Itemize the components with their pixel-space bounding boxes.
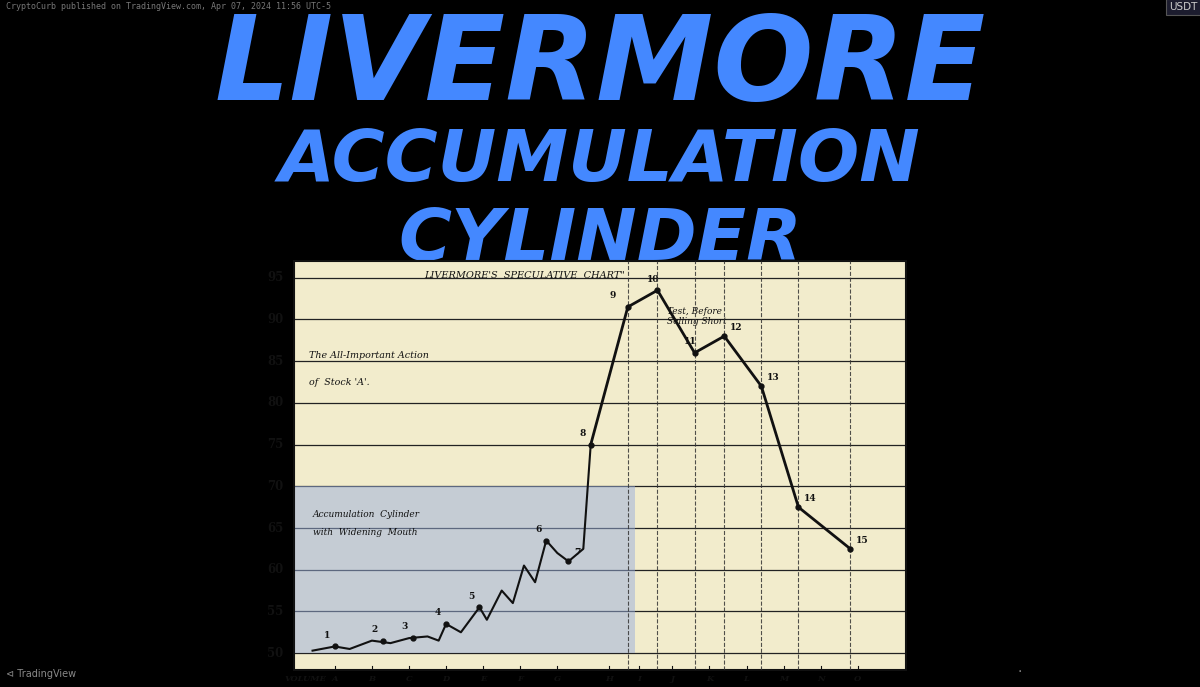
Text: 13: 13 [767,373,780,382]
Text: 80: 80 [268,396,283,409]
Text: 8: 8 [580,429,586,438]
Text: ⊲ TradingView: ⊲ TradingView [6,668,76,679]
Text: 15: 15 [856,536,869,545]
Text: D: D [443,675,450,683]
Text: 90: 90 [268,313,283,326]
Text: 2: 2 [372,625,378,634]
Text: 95: 95 [268,271,283,284]
Text: A: A [331,675,338,683]
Text: I: I [637,675,641,683]
Text: 5: 5 [468,592,474,600]
Text: with  Widening  Mouth: with Widening Mouth [312,528,418,537]
Text: The All-Important Action: The All-Important Action [308,351,428,360]
Text: 85: 85 [268,354,283,368]
Text: 7: 7 [574,548,581,557]
Text: N: N [817,675,824,683]
Text: J: J [671,675,674,683]
Text: 1: 1 [324,631,330,640]
Text: 6: 6 [535,525,541,534]
Text: CryptoCurb published on TradingView.com, Apr 07, 2024 11:56 UTC-5: CryptoCurb published on TradingView.com,… [6,2,331,11]
Text: LIVERMORE'S  SPECULATIVE  CHART": LIVERMORE'S SPECULATIVE CHART" [424,271,625,280]
Text: 60: 60 [268,563,283,576]
Text: 11: 11 [684,337,696,346]
Text: Test, Before
Selling Short: Test, Before Selling Short [667,307,726,326]
Text: 4: 4 [434,608,442,617]
Bar [294,486,590,653]
Bar [590,486,635,653]
Text: 9: 9 [610,291,616,300]
Text: of  Stock 'A'.: of Stock 'A'. [308,378,370,387]
Text: .: . [1018,661,1022,675]
Text: O: O [854,675,862,683]
Text: 55: 55 [268,605,283,618]
Text: L: L [744,675,750,683]
Text: VOLUME: VOLUME [284,675,326,683]
Text: LIVERMORE: LIVERMORE [215,10,985,125]
Text: USDT: USDT [1169,2,1198,12]
Text: 10: 10 [647,275,659,284]
Text: 70: 70 [268,480,283,493]
Text: 14: 14 [804,494,817,503]
Text: E: E [480,675,486,683]
Text: CYLINDER: CYLINDER [398,206,802,275]
Text: 12: 12 [730,323,743,332]
Text: F: F [517,675,523,683]
Text: ACCUMULATION: ACCUMULATION [280,127,920,196]
Text: B: B [368,675,376,683]
Text: K: K [706,675,713,683]
Text: 3: 3 [402,622,408,631]
Text: M: M [779,675,788,683]
Text: H: H [605,675,613,683]
Text: 75: 75 [268,438,283,451]
Text: 50: 50 [268,646,283,660]
Text: 65: 65 [268,521,283,534]
Text: Accumulation  Cylinder: Accumulation Cylinder [312,510,420,519]
Text: G: G [553,675,560,683]
Text: C: C [406,675,413,683]
